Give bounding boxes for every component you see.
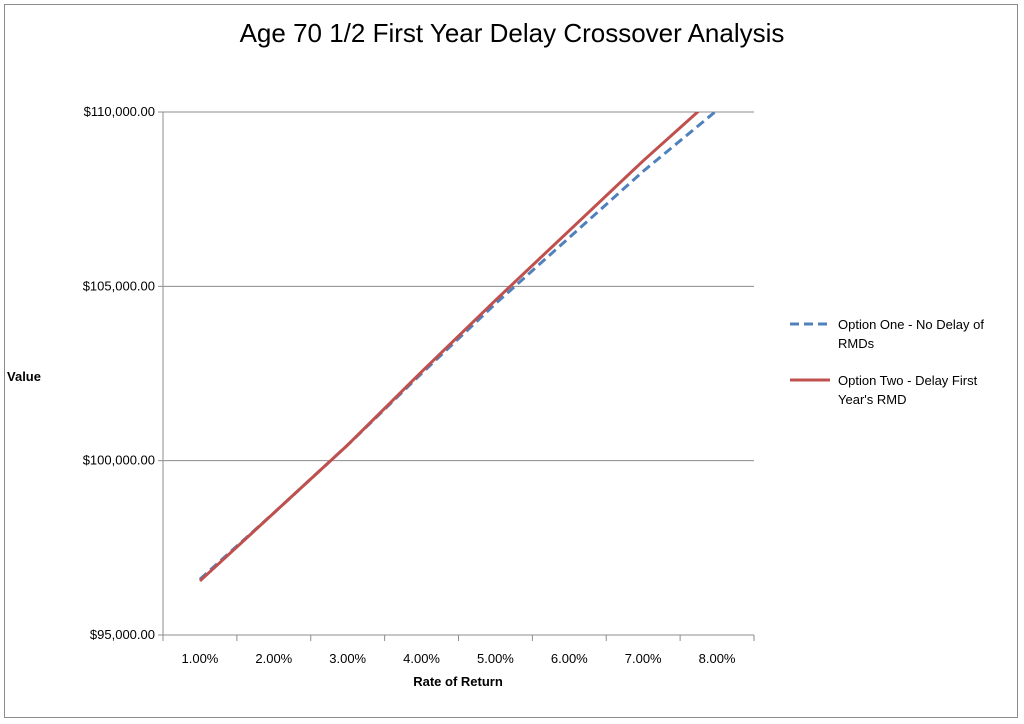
legend-label-2: Year's RMD xyxy=(838,392,906,407)
y-tick-label: $95,000.00 xyxy=(90,627,155,642)
x-tick-label: 4.00% xyxy=(403,651,440,666)
x-tick-label: 8.00% xyxy=(699,651,736,666)
y-tick-label: $100,000.00 xyxy=(83,453,155,468)
legend-label-1: Option One - No Delay of xyxy=(838,317,984,332)
x-axis-label: Rate of Return xyxy=(413,674,503,689)
series-lines xyxy=(198,112,718,583)
series-line-2 xyxy=(198,112,700,583)
legend-label-1: RMDs xyxy=(838,336,875,351)
y-tick-label: $110,000.00 xyxy=(84,104,155,119)
x-tick-label: 7.00% xyxy=(625,651,662,666)
gridlines xyxy=(163,111,754,462)
x-tick-label: 3.00% xyxy=(329,651,366,666)
y-tick-labels: $95,000.00 $100,000.00 $105,000.00 $110,000… xyxy=(83,104,155,642)
x-tick-label: 1.00% xyxy=(182,651,219,666)
x-tick-label: 6.00% xyxy=(551,651,588,666)
x-tick-label: 5.00% xyxy=(477,651,514,666)
y-axis-label: Value xyxy=(7,369,41,384)
axes xyxy=(158,111,755,641)
legend: Option One - No Delay of RMDs Option Two -… xyxy=(790,317,984,407)
x-tick-labels: 1.00% 2.00% 3.00% 4.00% 5.00% 6.00% 7.00% 8.00% xyxy=(182,651,736,666)
x-tick-label: 2.00% xyxy=(255,651,292,666)
chart-title: Age 70 1/2 First Year Delay Crossover An… xyxy=(240,18,785,48)
y-tick-label: $105,000.00 xyxy=(83,278,155,293)
chart-frame xyxy=(4,4,1018,718)
legend-label-2: Option Two - Delay First xyxy=(838,373,978,388)
